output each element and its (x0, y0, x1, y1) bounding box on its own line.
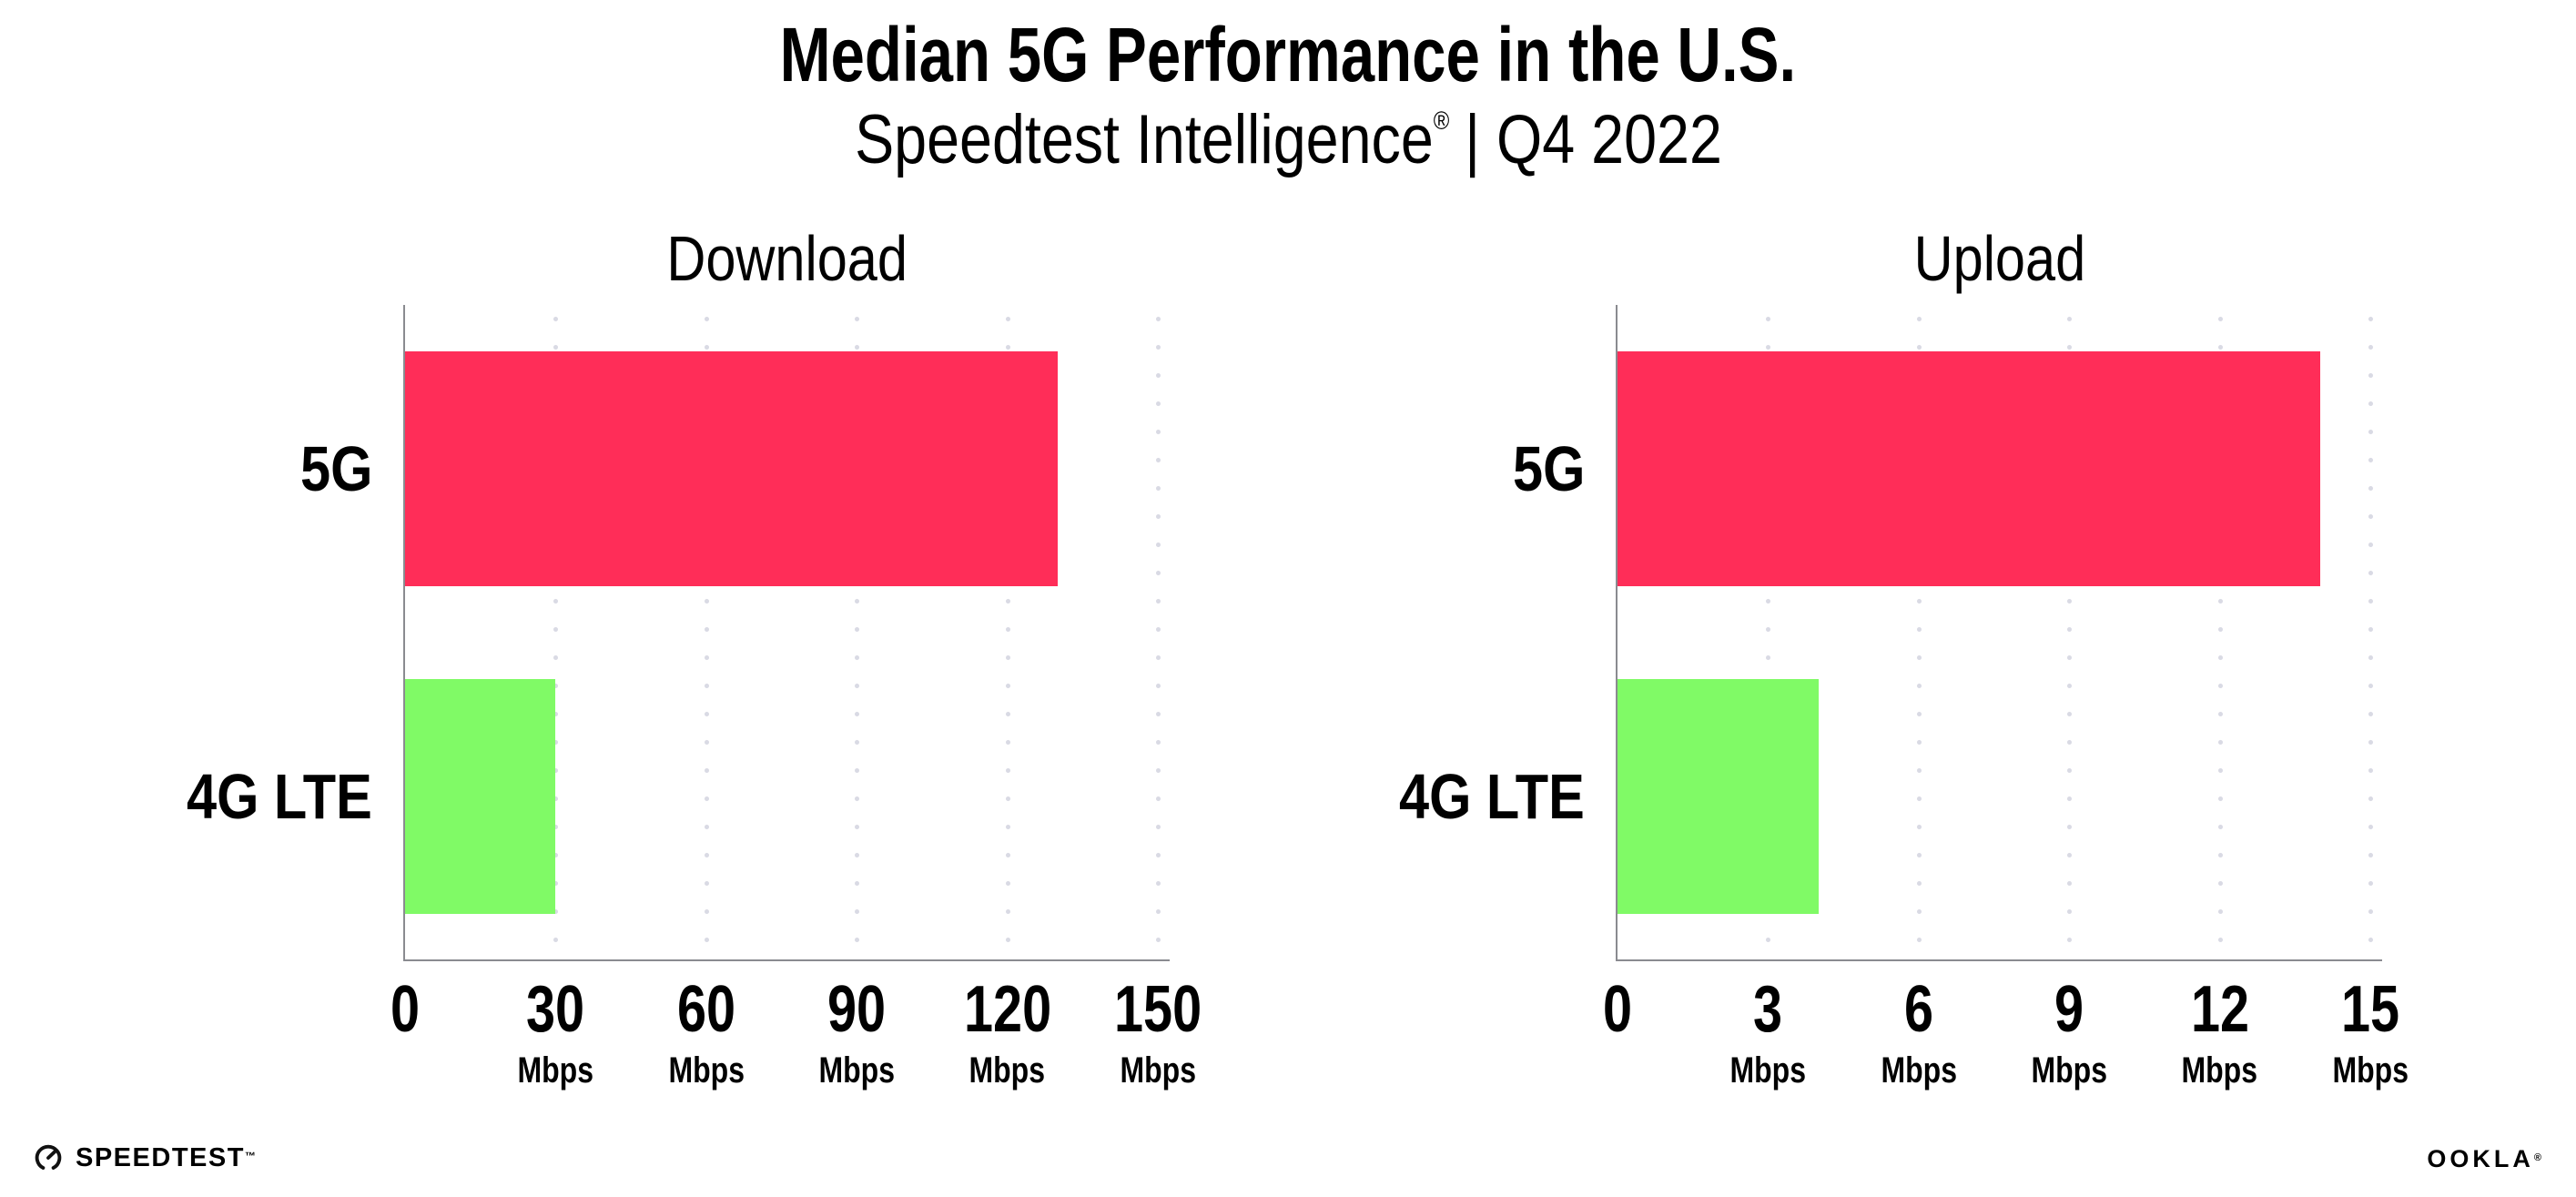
x-gridline (1766, 305, 1771, 959)
axis-tick: 60 Mbps (629, 974, 784, 1090)
x-axis-ticks-upload: 0 3 Mbps 6 Mbps 9 Mbps 12 Mbps 15 Mbps (1603, 974, 2409, 1120)
ookla-wordmark: OOKLA® (2427, 1145, 2545, 1172)
tick-unit-label: Mbps (668, 1050, 745, 1090)
axis-tick: 6 Mbps (1841, 974, 1996, 1090)
x-gridline (704, 305, 709, 959)
category-label: 4G LTE (187, 761, 372, 832)
header: Median 5G Performance in the U.S. Speedt… (0, 0, 2576, 177)
tick-number: 90 (827, 973, 887, 1046)
chart-panel-upload: Upload 0 3 Mbps 6 Mbps 9 Mbps 12 Mbps 15 Mbps 5G 4G… (1306, 209, 2576, 1120)
x-gridline (2368, 305, 2373, 959)
axis-tick: 0 (328, 974, 482, 1045)
axis-tick: 120 Mbps (930, 974, 1085, 1090)
speedtest-wordmark: SPEEDTEST™ (76, 1143, 258, 1172)
tick-number: 6 (1903, 973, 1933, 1046)
axis-tick: 3 Mbps (1690, 974, 1845, 1090)
tick-number: 60 (676, 973, 735, 1046)
ookla-logo: OOKLA® (2427, 1146, 2545, 1172)
page-title: Median 5G Performance in the U.S. (0, 15, 2576, 95)
plot-area-download (403, 305, 1170, 961)
category-label: 4G LTE (1399, 761, 1585, 832)
tick-number: 0 (1602, 973, 1633, 1046)
x-gridline (1005, 305, 1010, 959)
axis-tick: 30 Mbps (478, 974, 633, 1090)
speedtest-gauge-icon (35, 1144, 62, 1170)
axis-tick: 15 Mbps (2293, 974, 2448, 1090)
bar-row (1618, 351, 2320, 586)
tick-number: 0 (390, 973, 421, 1046)
tick-unit-label: Mbps (2181, 1050, 2258, 1090)
registered-mark-icon: ® (2533, 1152, 2545, 1163)
speedtest-logo: SPEEDTEST™ (31, 1142, 257, 1173)
tick-number: 30 (526, 973, 585, 1046)
plot-area-upload (1616, 305, 2382, 961)
tick-unit-label: Mbps (969, 1050, 1046, 1090)
bar-5g (405, 351, 1058, 586)
subtitle-brand: Speedtest Intelligence (854, 101, 1434, 179)
axis-tick: 9 Mbps (1992, 974, 2146, 1090)
x-gridline (2067, 305, 2073, 959)
x-axis-ticks-download: 0 30 Mbps 60 Mbps 90 Mbps 120 Mbps 150 Mbps (390, 974, 1202, 1120)
x-gridline (553, 305, 559, 959)
category-label: 5G (1512, 433, 1585, 504)
chart-panel-download: Download 0 30 Mbps 60 Mbps 90 Mbps 120 Mbps 150 Mb… (94, 209, 1368, 1120)
tick-number: 9 (2054, 973, 2084, 1046)
trademark-mark-icon: ™ (244, 1150, 258, 1162)
bar-row (1618, 679, 1819, 914)
bar-5g (1618, 351, 2320, 586)
tick-number: 12 (2190, 973, 2249, 1046)
tick-unit-label: Mbps (2031, 1050, 2107, 1090)
registered-mark-icon: ® (1433, 107, 1449, 136)
tick-unit-label: Mbps (2332, 1050, 2409, 1090)
plot-title-upload: Upload (1913, 223, 2086, 294)
bar-4g-lte (1618, 679, 1819, 914)
page-title-text: Median 5G Performance in the U.S. (779, 12, 1797, 97)
tick-number: 150 (1113, 973, 1202, 1046)
tick-unit-label: Mbps (517, 1050, 594, 1090)
axis-tick: 12 Mbps (2143, 974, 2297, 1090)
axis-tick: 90 Mbps (779, 974, 934, 1090)
subtitle-period: | Q4 2022 (1464, 101, 1722, 179)
x-gridline (2217, 305, 2223, 959)
x-gridline (855, 305, 860, 959)
tick-unit-label: Mbps (1881, 1050, 1957, 1090)
tick-unit-label: Mbps (1729, 1050, 1807, 1090)
axis-tick: 150 Mbps (1080, 974, 1235, 1090)
tick-number: 3 (1753, 973, 1783, 1046)
plot-title-download: Download (666, 223, 908, 294)
bar-row (405, 679, 556, 914)
x-gridline (1916, 305, 1922, 959)
page-subtitle: Speedtest Intelligence® | Q4 2022 (0, 104, 2576, 177)
bar-4g-lte (405, 679, 556, 914)
tick-unit-label: Mbps (1120, 1050, 1196, 1090)
axis-tick: 0 (1540, 974, 1695, 1045)
tick-number: 120 (963, 973, 1051, 1046)
x-gridline (1156, 305, 1161, 959)
tick-unit-label: Mbps (818, 1050, 895, 1090)
category-label: 5G (299, 433, 372, 504)
bar-row (405, 351, 1058, 586)
tick-number: 15 (2340, 973, 2400, 1046)
